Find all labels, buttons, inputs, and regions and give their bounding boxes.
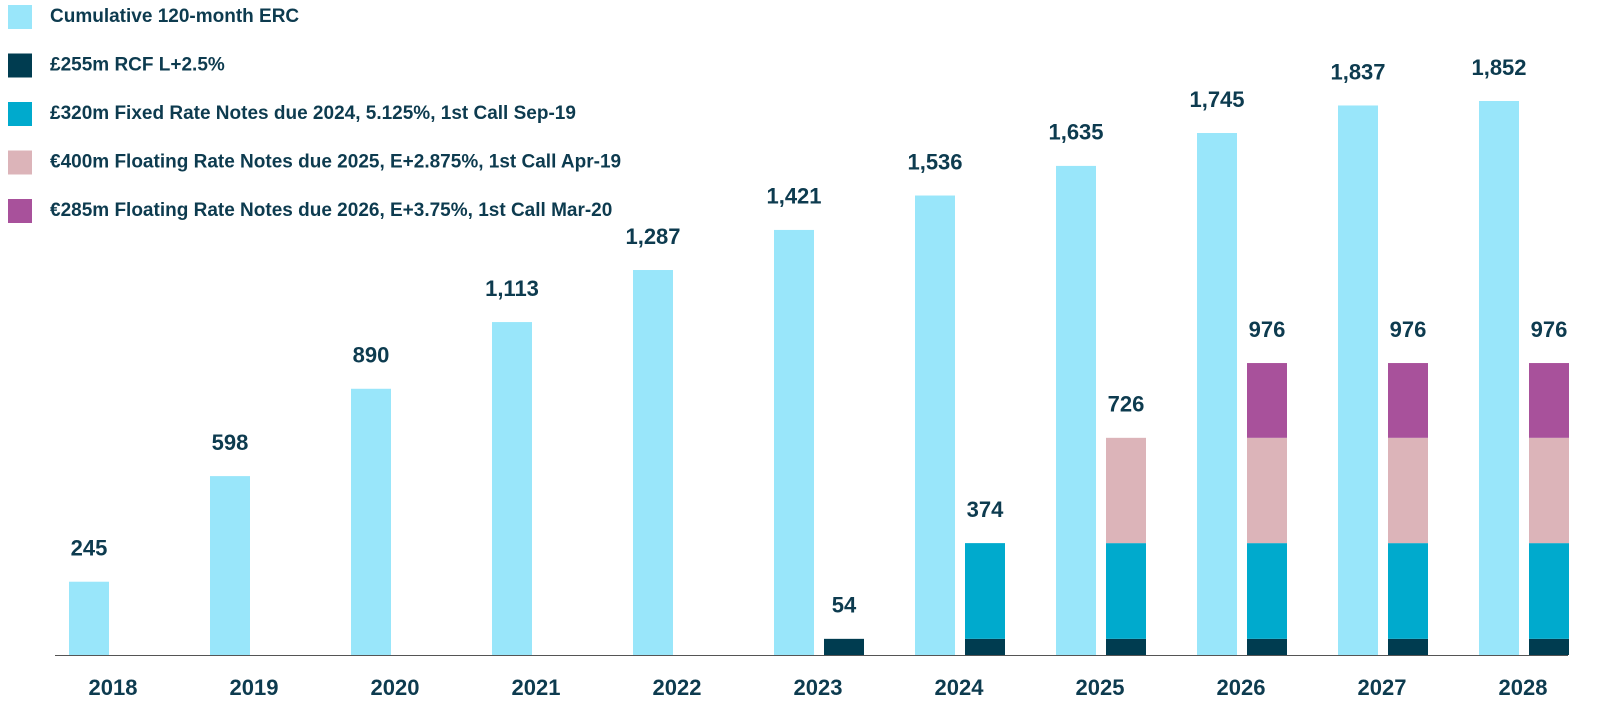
stacked-bar-segment xyxy=(1247,543,1287,639)
bar xyxy=(1197,133,1237,655)
legend-label: €285m Floating Rate Notes due 2026, E+3.… xyxy=(50,200,612,221)
bar xyxy=(1338,105,1378,655)
stacked-bar-segment xyxy=(1388,638,1428,655)
x-tick-label: 2023 xyxy=(794,675,843,700)
total-label: 54 xyxy=(832,593,857,618)
bar xyxy=(1479,101,1519,655)
legend-label: €400m Floating Rate Notes due 2025, E+2.… xyxy=(50,152,621,173)
bar xyxy=(915,195,955,656)
stacked-bar-segment xyxy=(1247,363,1287,438)
value-label: 890 xyxy=(353,343,390,368)
legend-swatch xyxy=(8,150,32,175)
x-tick-label: 2019 xyxy=(230,675,279,700)
x-tick-label: 2021 xyxy=(512,675,561,700)
legend-label: £320m Fixed Rate Notes due 2024, 5.125%,… xyxy=(50,103,576,124)
stacked-bar-segment xyxy=(1529,363,1569,438)
bar xyxy=(69,581,109,655)
stacked-bar-segment xyxy=(1247,638,1287,655)
stacked-bar-segment xyxy=(965,543,1005,639)
legend-label: Cumulative 120-month ERC xyxy=(50,6,299,27)
total-label: 726 xyxy=(1108,392,1145,417)
value-label: 1,635 xyxy=(1048,120,1103,145)
x-tick-label: 2020 xyxy=(371,675,420,700)
stacked-bar-segment xyxy=(1106,437,1146,544)
legend-swatch xyxy=(8,53,32,78)
value-label: 1,852 xyxy=(1471,55,1526,80)
value-label: 598 xyxy=(212,430,249,455)
x-tick-label: 2022 xyxy=(653,675,702,700)
stacked-bar-segment xyxy=(1388,437,1428,544)
bar xyxy=(351,388,391,655)
stacked-bar-segment xyxy=(1247,437,1287,544)
x-tick-label: 2027 xyxy=(1358,675,1407,700)
legend-swatch xyxy=(8,5,32,29)
bar xyxy=(774,229,814,655)
value-label: 1,536 xyxy=(907,149,962,174)
bar xyxy=(210,476,250,655)
x-tick-label: 2028 xyxy=(1499,675,1548,700)
legend-label: £255m RCF L+2.5% xyxy=(50,55,225,76)
stacked-bar-segment xyxy=(824,638,864,655)
total-label: 976 xyxy=(1390,317,1427,342)
x-tick-label: 2018 xyxy=(89,675,138,700)
bar xyxy=(633,270,673,655)
bar xyxy=(1056,165,1096,655)
value-label: 1,287 xyxy=(625,224,680,249)
total-label: 374 xyxy=(967,497,1004,522)
stacked-bar-segment xyxy=(1529,638,1569,655)
total-label: 976 xyxy=(1249,317,1286,342)
stacked-bar-segment xyxy=(1388,543,1428,639)
legend-swatch xyxy=(8,199,32,223)
value-label: 1,745 xyxy=(1189,87,1244,112)
stacked-bar-segment xyxy=(1529,543,1569,639)
value-label: 1,837 xyxy=(1330,59,1385,84)
x-tick-label: 2026 xyxy=(1217,675,1266,700)
value-label: 1,421 xyxy=(766,184,821,209)
stacked-bar-segment xyxy=(1106,638,1146,655)
stacked-bar-segment xyxy=(965,638,1005,655)
x-tick-label: 2024 xyxy=(935,675,985,700)
stacked-bar-segment xyxy=(1529,437,1569,544)
stacked-bar-segment xyxy=(1388,363,1428,438)
value-label: 1,113 xyxy=(485,276,539,301)
stacked-bar-segment xyxy=(1106,543,1146,639)
total-label: 976 xyxy=(1531,317,1568,342)
legend-swatch xyxy=(8,102,32,126)
x-tick-label: 2025 xyxy=(1076,675,1125,700)
bar xyxy=(492,322,532,655)
value-label: 245 xyxy=(71,536,108,561)
